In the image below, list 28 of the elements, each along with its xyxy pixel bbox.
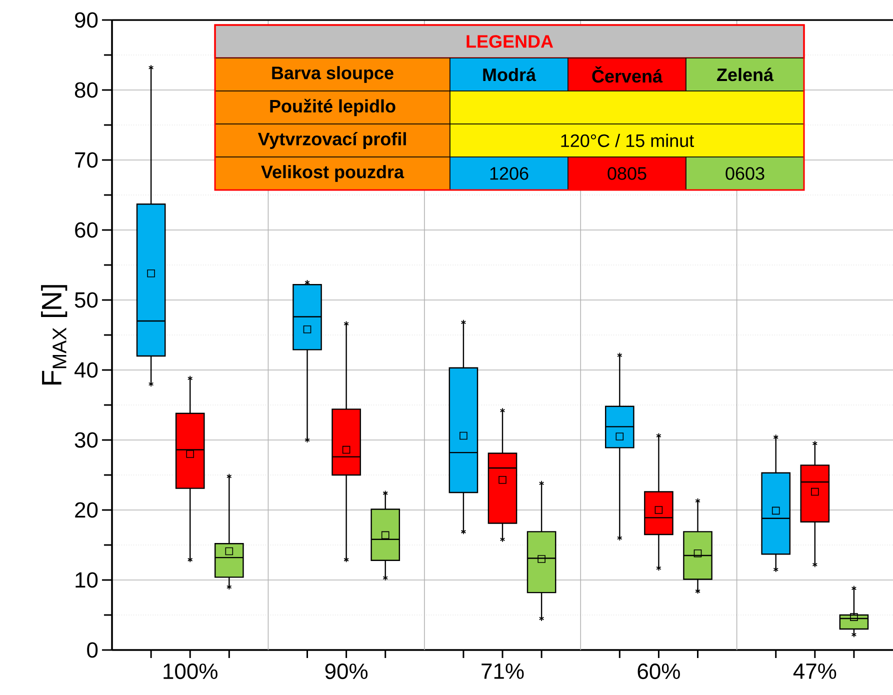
y-tick-label: 80 [74, 82, 98, 98]
y-tick-label: 60 [75, 222, 98, 238]
annotation: Vytvrzovací profil [258, 132, 406, 149]
x-tick-label: 100% [164, 664, 218, 680]
x-tick-label: 90% [325, 664, 368, 680]
y-tick-label: 30 [74, 432, 98, 448]
x-tick-label: 47% [793, 664, 836, 679]
x-tick-label: 71% [482, 664, 524, 679]
annotation: Barva sloupce [272, 66, 394, 83]
annotation: 0805 [608, 167, 646, 180]
y-tick-label: 50 [74, 292, 98, 308]
y-tick-label: 40 [74, 362, 98, 378]
text: Modrá [483, 68, 536, 82]
y-tick-label: 90 [75, 12, 98, 28]
annotation: Použité lepidlo [270, 98, 396, 116]
text: Zelená [717, 68, 774, 82]
y-axis-title: F$_{MAX}$ [N] [41, 285, 68, 385]
annotation: 0603 [726, 167, 764, 180]
y-tick-label: 20 [75, 502, 98, 518]
y-tick-label: 10 [76, 572, 98, 588]
y-tick-label: 0 [87, 642, 98, 658]
y-tick-label: 70 [75, 152, 98, 168]
legend-title: LEGENDA [466, 35, 554, 48]
text: Červená [592, 66, 663, 83]
annotation: 1206 [490, 167, 528, 180]
annotation: 120°C / 15 minut [561, 134, 694, 148]
x-tick-label: 60% [638, 664, 680, 680]
annotation: Velikost pouzdra [261, 165, 404, 182]
